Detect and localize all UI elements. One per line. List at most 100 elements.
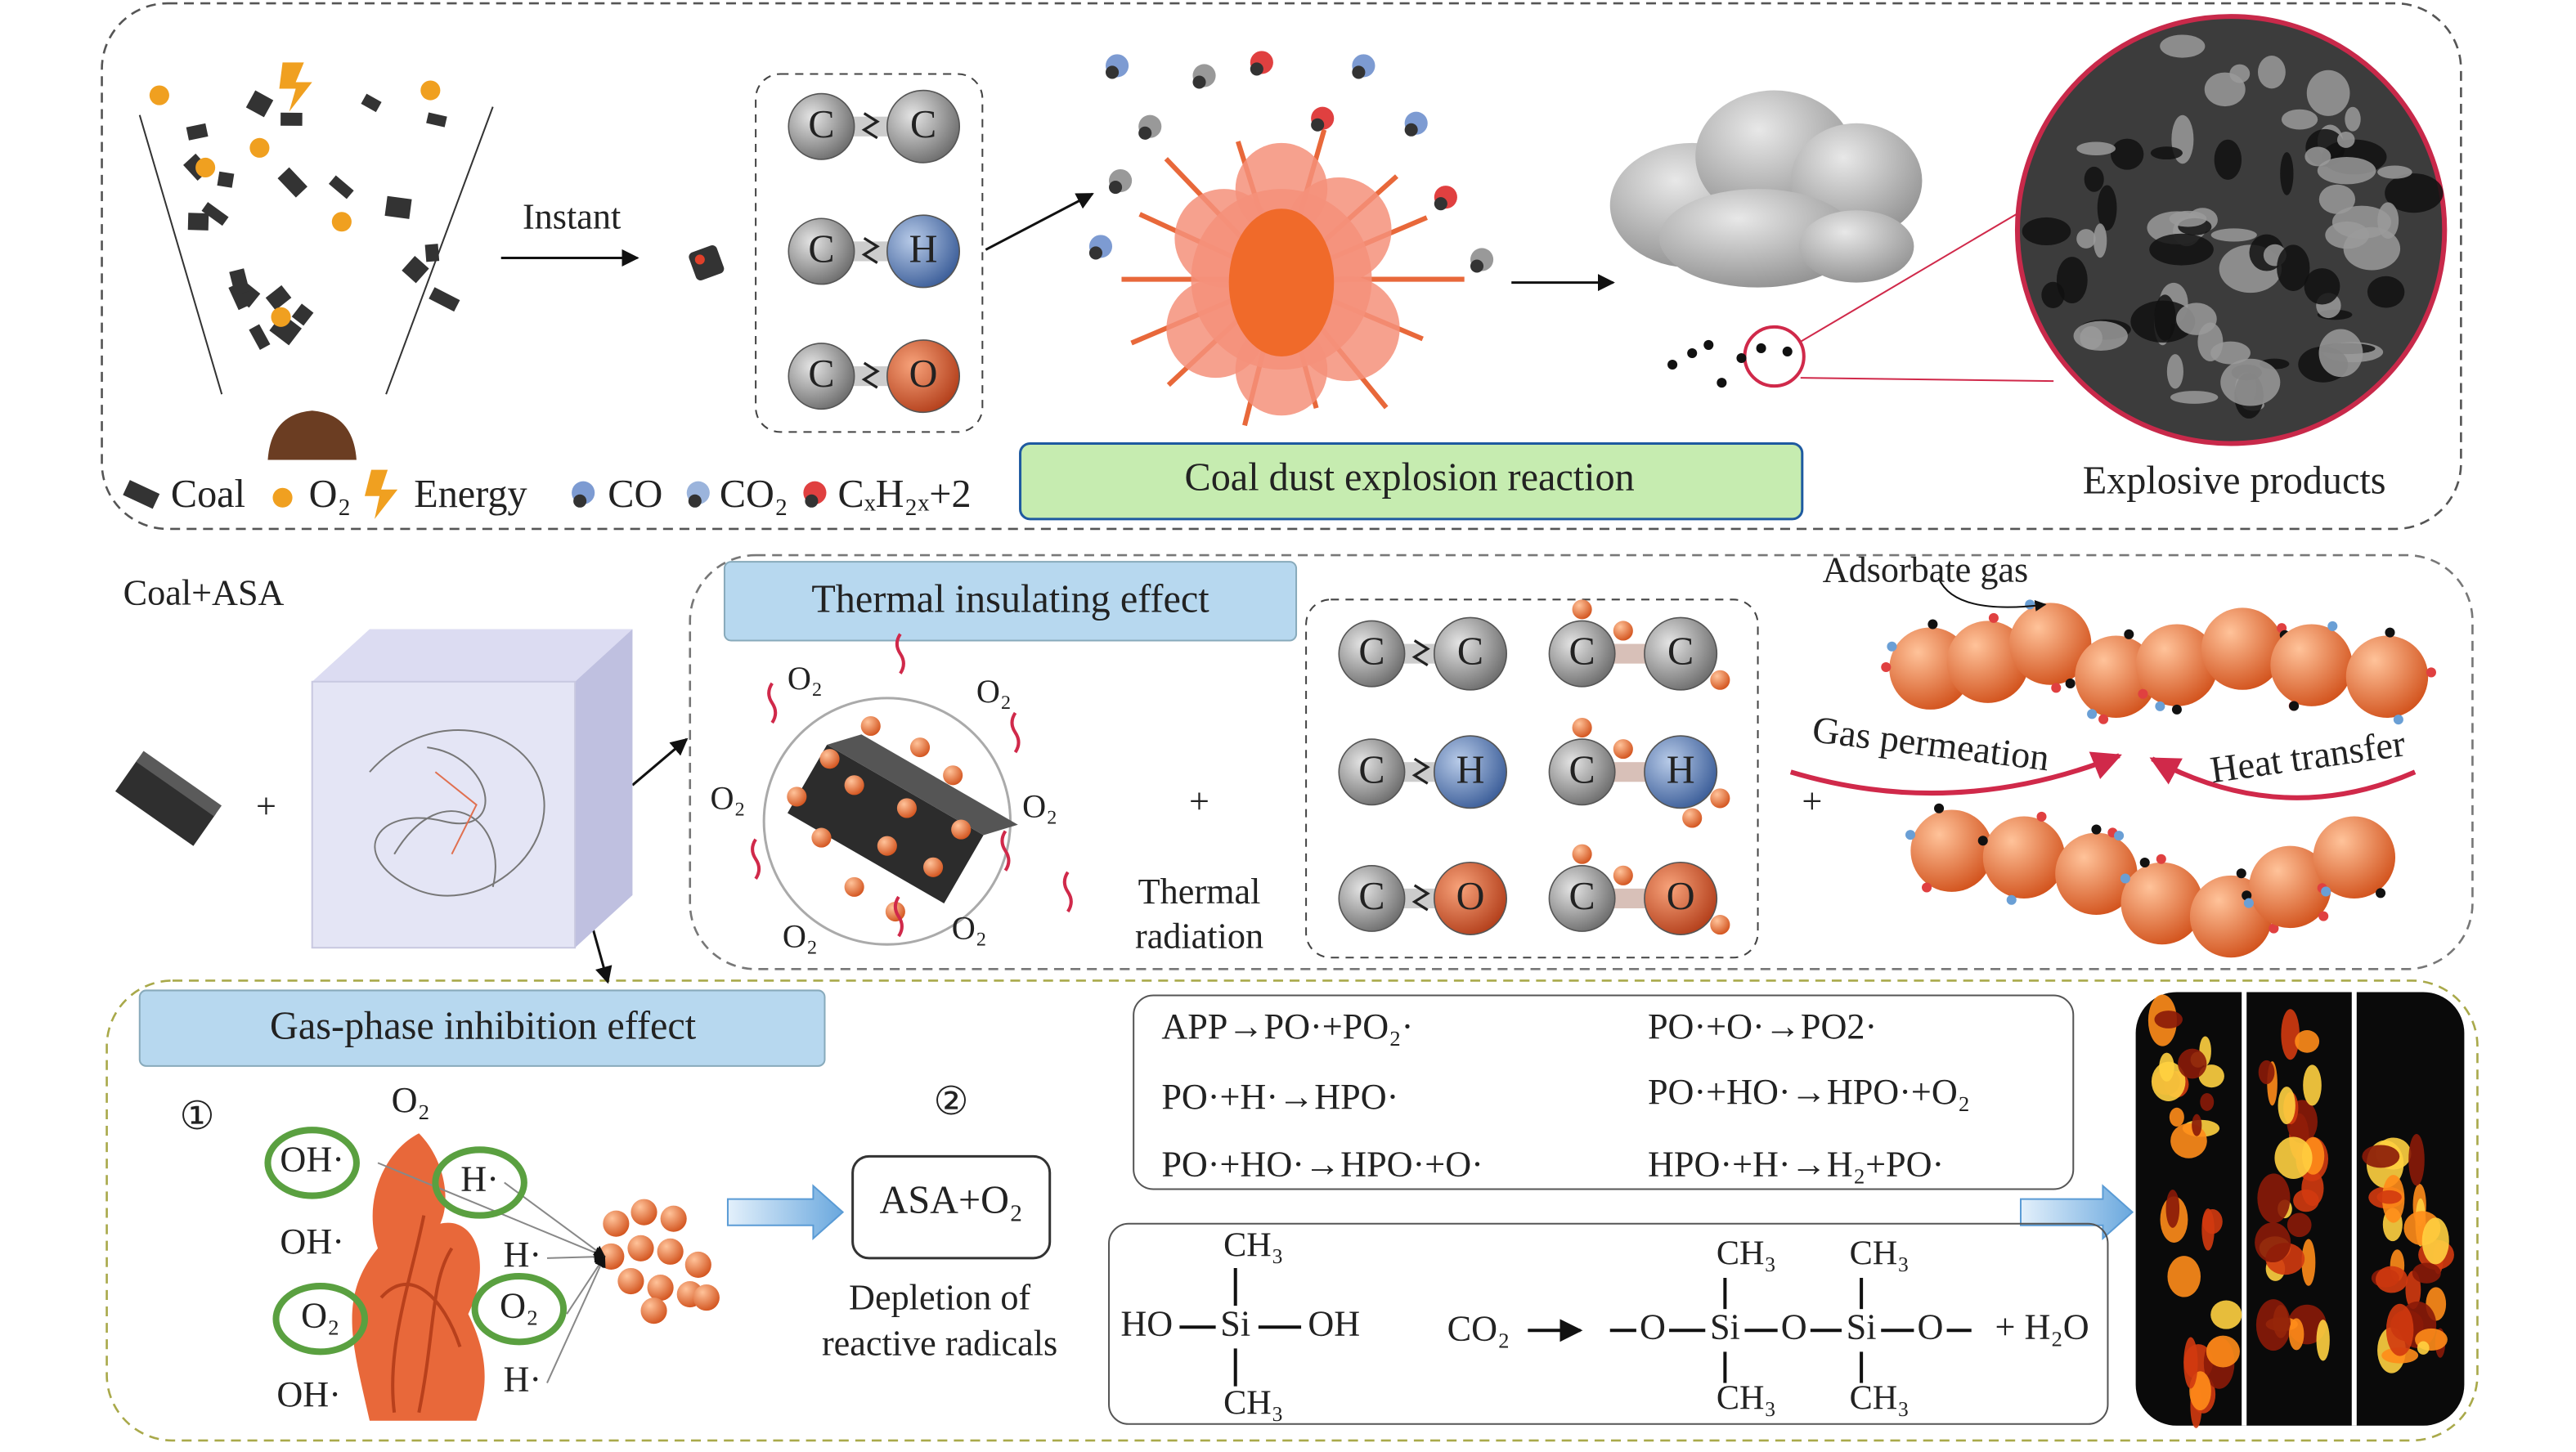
gas-molecule [2236,868,2246,879]
squiggle [1062,871,1073,913]
gas-molecule [2006,894,2017,905]
bond [861,236,880,264]
particle [2201,607,2284,690]
radical-ring [272,1283,368,1356]
label: O [1781,1306,1807,1347]
gas-molecule [1311,118,1325,132]
legend-icon [364,469,398,519]
arrow [546,1255,606,1383]
atom [886,214,961,289]
legend-label: Coal [171,473,245,516]
gas-molecule [2318,911,2329,921]
gas-molecule [2098,714,2109,724]
sem-pore [2111,138,2144,170]
atom-symbol: C [1569,748,1595,791]
oxygen-label: O₂ [710,780,745,817]
flame-blob [2274,1136,2313,1179]
particle [2055,832,2138,916]
label: O [1640,1306,1666,1347]
bond [861,361,880,389]
flame-blob [2362,1145,2400,1168]
sem-pore [2280,152,2294,195]
sem-pore [2150,146,2183,160]
sem-pore [2210,228,2257,242]
asa-particle [951,819,972,840]
radical-label: H· [504,1360,542,1400]
reaction-equation: PO·+HO·→HPO·+O₂ [1648,1072,1970,1112]
gas-molecule [1988,612,1999,623]
arrow [546,1251,606,1263]
sem-pore [2076,229,2096,249]
gas-molecule [2156,854,2166,864]
flame-blob [2412,1262,2441,1284]
gas-molecule [1905,830,1916,840]
arrow [985,192,1094,251]
ball [647,1274,674,1302]
legend-icon [272,487,293,508]
oxygen-dot [1710,788,1730,809]
panel-frame [689,553,2474,970]
label: CH₃ [1717,1378,1776,1417]
sem-texture [2022,34,2444,419]
sem-pore [2257,56,2286,89]
ball [617,1267,644,1295]
oxygen-dot [1613,621,1633,641]
coal-piece [277,167,307,198]
panel-frame [101,2,2462,531]
sem-pore [2170,391,2219,404]
flame-blob [2293,1189,2319,1212]
flame-blob [2257,1173,2291,1224]
oxygen-label: O₂ [952,909,987,946]
coal-piece [186,123,209,141]
flame-blob [2417,1341,2430,1355]
ball [631,1199,657,1226]
chem-bonds [1179,1267,1972,1387]
atom [1433,616,1507,691]
coal-piece [402,256,429,284]
coal-piece [249,324,271,350]
flame-blob [2192,1114,2202,1136]
flame-blob [2206,1335,2240,1368]
flame-blob [2287,1212,2312,1238]
bond [861,112,880,140]
atom-symbol: O [909,352,938,396]
radical-label: OH· [280,1140,344,1180]
spark [694,254,705,265]
sem-pore [2204,72,2246,107]
gas-molecule [2426,667,2436,678]
oxygen-label: O₂ [783,917,818,954]
coal-piece [187,213,209,231]
label: + H₂O [1995,1306,2089,1347]
oxygen-dot [1682,808,1703,828]
gas-molecule [2243,898,2254,908]
gas-molecule [1352,65,1366,79]
oxygen-dot [149,85,169,105]
gas-molecule [2091,824,2102,835]
coal-piece [689,245,725,280]
gas-molecule [1404,123,1418,137]
atom [1548,864,1616,932]
asa-particle [909,737,931,758]
atom [1644,861,1718,935]
sem-pore [2097,185,2117,231]
label: OH [1308,1303,1360,1343]
ball-cluster [598,1199,720,1324]
label: ① [179,1095,214,1138]
label: Explosive products [2083,459,2386,503]
asa-cube [311,629,633,949]
atom-symbol: C [1358,748,1384,791]
flame-blob [2202,1209,2223,1235]
sem-pore [2385,173,2444,213]
label-box [1019,441,1804,521]
coal-piece [265,285,292,311]
flame-blob [2375,1266,2408,1293]
oxygen-dot [1572,844,1592,864]
oxygen-dot [1613,865,1633,885]
flame-blob [2278,1087,2296,1125]
oxygen-dot [271,307,291,327]
particle-chain [1881,599,2436,958]
atom-symbol: H [1667,748,1695,791]
flame-blob [2210,1300,2242,1329]
coal-block [114,751,222,846]
plus-sign: + [256,786,276,827]
